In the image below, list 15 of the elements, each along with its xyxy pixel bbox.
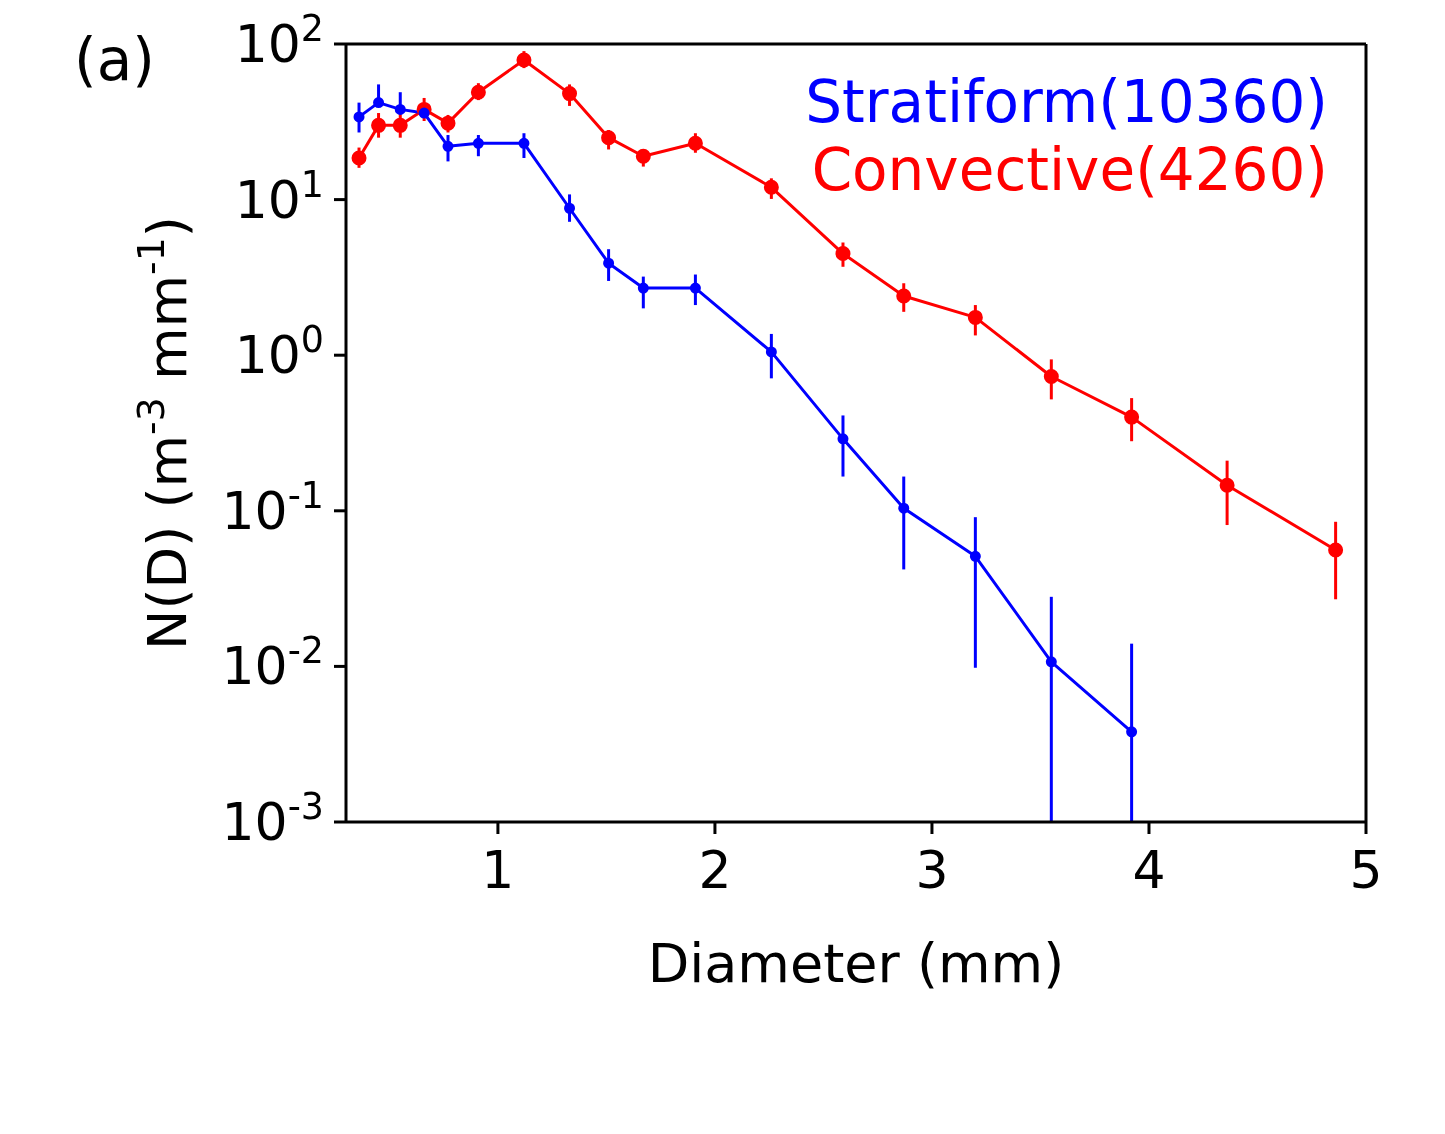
x-tick-label: 4 — [1132, 840, 1166, 900]
x-axis-title: Diameter (mm) — [647, 932, 1065, 995]
y-tick-label: 10$^{1}$ — [234, 162, 324, 230]
x-tick-label: 3 — [915, 840, 949, 900]
y-tick-label: 10$^{-3}$ — [221, 784, 324, 852]
y-tick-label: 10$^{0}$ — [234, 317, 324, 386]
text: (a) — [74, 26, 155, 94]
x-tick-label: 1 — [481, 840, 515, 900]
y-tick-label: 10$^{2}$ — [234, 6, 324, 74]
x-tick-label: 5 — [1349, 840, 1383, 900]
y-tick-label: 10$^{-2}$ — [221, 628, 324, 697]
y-tick-label: 10$^{-1}$ — [221, 473, 324, 541]
series-label: Convective(4260) — [810, 136, 1328, 204]
x-tick-label: 2 — [698, 840, 732, 900]
text: Stratiform(10360) — [805, 68, 1328, 136]
